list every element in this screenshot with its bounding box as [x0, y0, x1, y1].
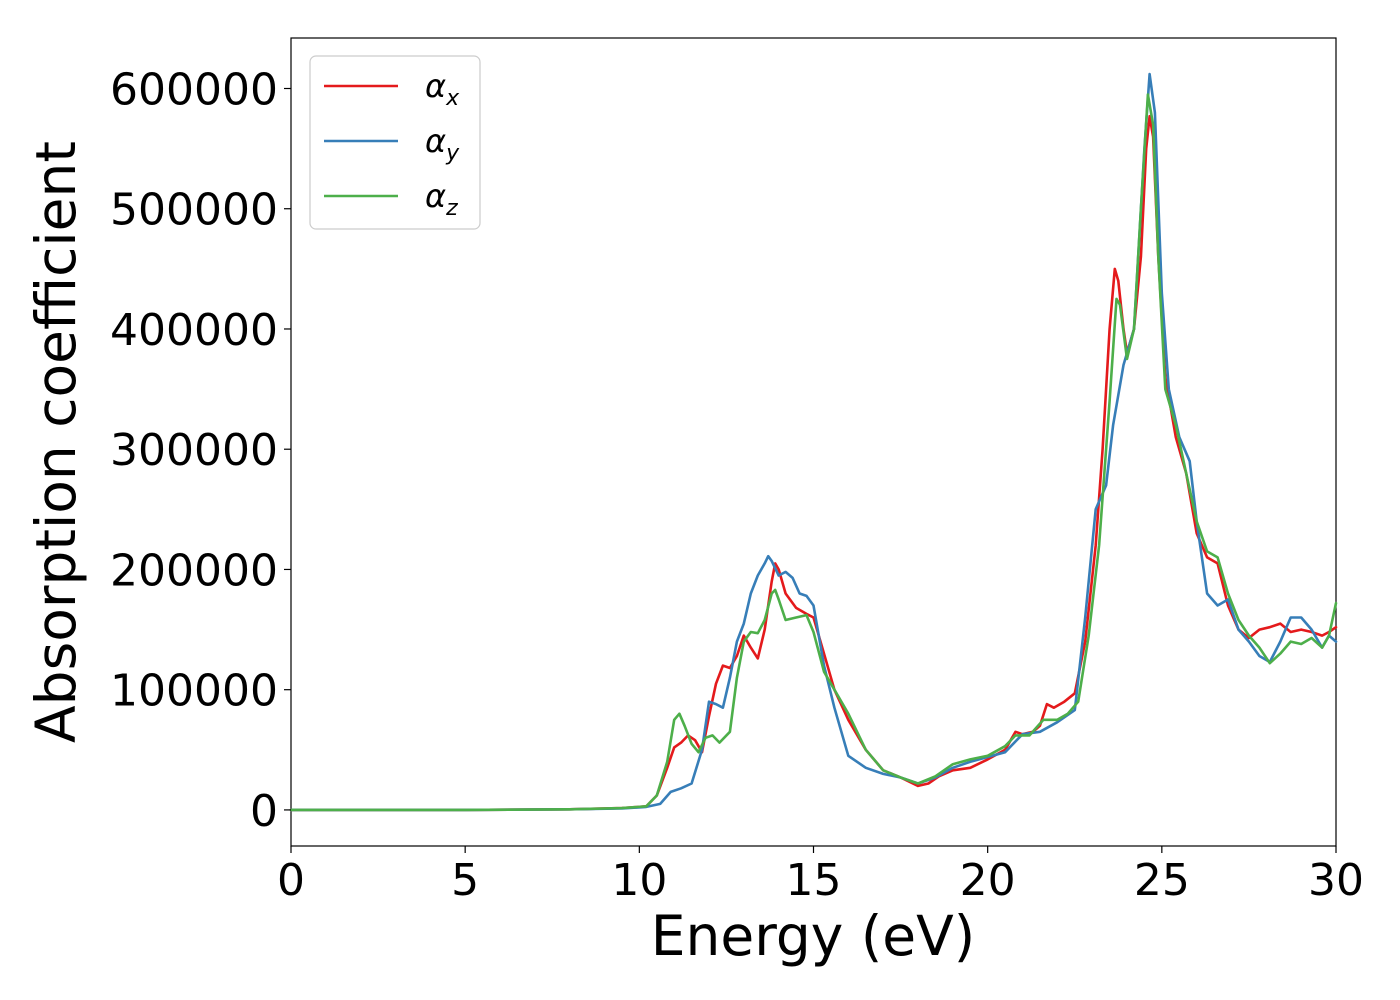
- y-tick-label: 300000: [110, 425, 278, 476]
- y-tick-label: 400000: [110, 305, 278, 356]
- y-tick-label: 100000: [110, 666, 278, 717]
- y-axis-label: Absorption coefficient: [24, 141, 88, 743]
- y-tick-label: 0: [250, 786, 278, 837]
- x-tick-label: 10: [611, 855, 667, 906]
- x-axis-ticks: 0 5 10 15 20 25 30: [277, 846, 1364, 906]
- legend-box: [309, 55, 481, 230]
- legend-subscript: y: [445, 141, 460, 166]
- x-tick-label: 20: [960, 855, 1016, 906]
- x-tick-label: 5: [451, 855, 479, 906]
- series-line-x: [289, 114, 1338, 812]
- series-line-z: [289, 93, 1338, 812]
- y-axis-ticks: 0 100000 200000 300000 400000 500000 600000: [110, 65, 291, 837]
- legend-subscript: z: [445, 196, 458, 221]
- y-tick-label: 500000: [110, 185, 278, 236]
- series-layer: [289, 72, 1338, 812]
- x-tick-label: 30: [1308, 855, 1364, 906]
- x-tick-label: 0: [277, 855, 305, 906]
- x-tick-label: 15: [786, 855, 842, 906]
- x-axis-label: Energy (eV): [651, 904, 975, 968]
- series-line-y: [289, 72, 1338, 812]
- y-tick-label: 200000: [110, 545, 278, 596]
- y-tick-label: 600000: [110, 65, 278, 116]
- x-tick-label: 25: [1134, 855, 1190, 906]
- legend-subscript: x: [445, 86, 460, 111]
